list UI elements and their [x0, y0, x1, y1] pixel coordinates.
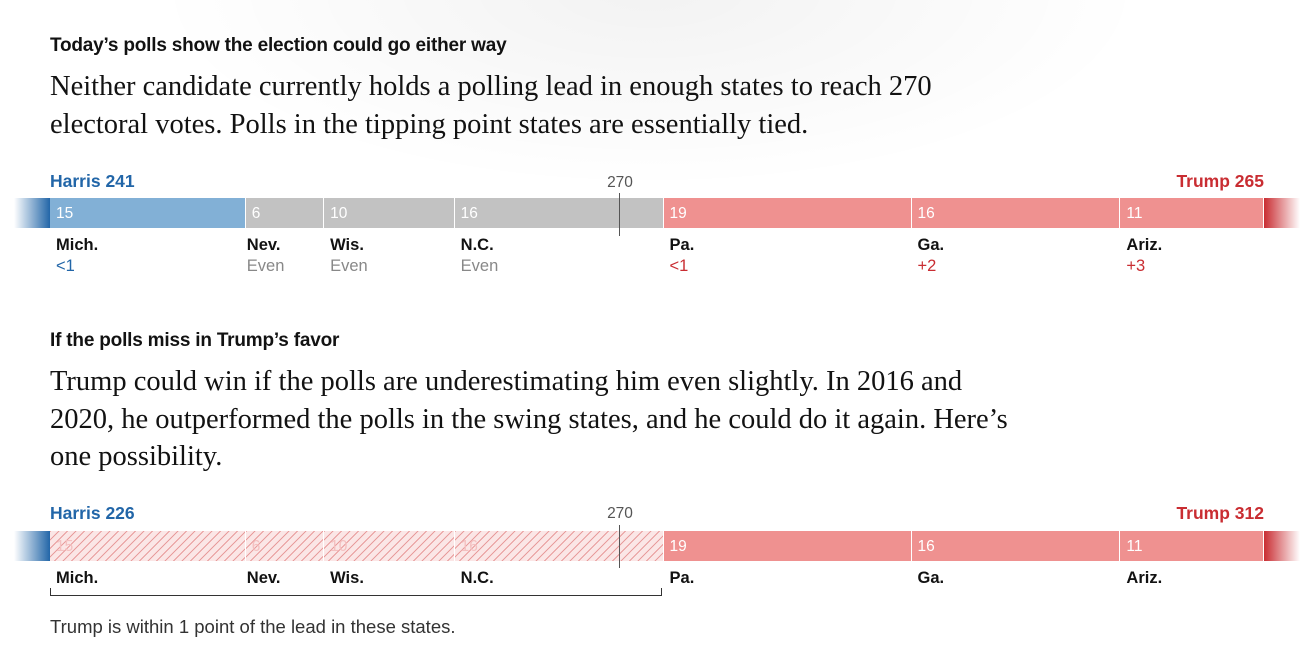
state-segment-ga: 16	[911, 198, 1121, 228]
state-segment-mich: 15	[50, 198, 246, 228]
electoral-votes-value: 19	[669, 205, 687, 222]
poll-margin-label: Even	[460, 257, 499, 275]
state-segment-nc: 16	[454, 531, 664, 561]
state-segment-pa: 19	[663, 531, 912, 561]
scenario2-description: Trump could win if the polls are underes…	[50, 366, 1008, 472]
harris-total-label: Harris 226	[50, 503, 135, 523]
trump-safe-fade	[1264, 198, 1300, 228]
threshold-270-label: 270	[607, 174, 633, 191]
state-name-label: Ga.	[917, 569, 945, 587]
state-name-label: Ariz.	[1126, 236, 1163, 254]
state-name-label: Wis.	[330, 236, 364, 254]
state-name-label: Wis.	[330, 569, 364, 587]
state-name-label: Mich.	[56, 236, 99, 254]
state-segment-nc: 16	[454, 198, 664, 228]
electoral-votes-value: 15	[56, 538, 74, 555]
electoral-votes-value: 11	[1126, 538, 1143, 555]
state-segment-ariz: 11	[1120, 531, 1264, 561]
electoral-bar-current: 15 6 10 16 19 16 11	[0, 198, 1314, 228]
electoral-votes-value: 6	[251, 205, 261, 222]
poll-margin-label: <1	[56, 257, 75, 275]
poll-margin-label: +3	[1126, 257, 1146, 275]
threshold-270-line	[619, 193, 620, 236]
state-name-label: Pa.	[669, 569, 695, 587]
state-name-label: Nev.	[246, 236, 281, 254]
electoral-votes-value: 16	[460, 538, 478, 555]
scenario1-description: Neither candidate currently holds a poll…	[50, 71, 932, 140]
state-segment-ga: 16	[911, 531, 1121, 561]
threshold-270-line	[619, 525, 620, 568]
harris-safe-fade	[14, 198, 50, 228]
scenario2-heading: If the polls miss in Trump’s favor	[50, 330, 340, 351]
electoral-votes-value: 15	[56, 205, 74, 222]
state-segment-mich: 15	[50, 531, 246, 561]
electoral-votes-value: 6	[251, 538, 261, 555]
state-name-label: Mich.	[56, 569, 99, 587]
state-name-label: N.C.	[460, 236, 494, 254]
electoral-bar-polls-miss: 15 6 10 16 19 16 11	[0, 531, 1314, 561]
state-segment-nev: 6	[245, 198, 325, 228]
state-segment-wis: 10	[324, 198, 455, 228]
poll-margin-label: Even	[330, 257, 368, 275]
electoral-votes-value: 16	[917, 205, 935, 222]
electoral-votes-value: 16	[460, 205, 478, 222]
state-name-label: Ariz.	[1126, 569, 1163, 587]
close-states-bracket	[50, 588, 662, 596]
state-segment-wis: 10	[324, 531, 455, 561]
trump-total-label: Trump 312	[1176, 503, 1264, 523]
scenario1-heading: Today’s polls show the election could go…	[50, 35, 507, 56]
electoral-votes-value: 11	[1126, 205, 1143, 222]
state-name-label: Pa.	[669, 236, 695, 254]
electoral-votes-value: 10	[330, 205, 348, 222]
electoral-votes-value: 16	[917, 538, 935, 555]
harris-safe-fade	[14, 531, 50, 561]
poll-margin-label: <1	[669, 257, 689, 275]
state-name-label: N.C.	[460, 569, 494, 587]
poll-margin-label: +2	[917, 257, 937, 275]
state-segment-ariz: 11	[1120, 198, 1264, 228]
state-segment-pa: 19	[663, 198, 912, 228]
electoral-votes-value: 19	[669, 538, 687, 555]
trump-safe-fade	[1264, 531, 1300, 561]
poll-margin-label: Even	[246, 257, 285, 275]
state-name-label: Nev.	[246, 569, 281, 587]
threshold-270-label: 270	[607, 505, 633, 522]
electoral-votes-value: 10	[330, 538, 348, 555]
close-states-note: Trump is within 1 point of the lead in t…	[50, 616, 456, 637]
state-name-label: Ga.	[917, 236, 945, 254]
state-segment-nev: 6	[245, 531, 325, 561]
harris-total-label: Harris 241	[50, 171, 135, 191]
trump-total-label: Trump 265	[1176, 171, 1264, 191]
